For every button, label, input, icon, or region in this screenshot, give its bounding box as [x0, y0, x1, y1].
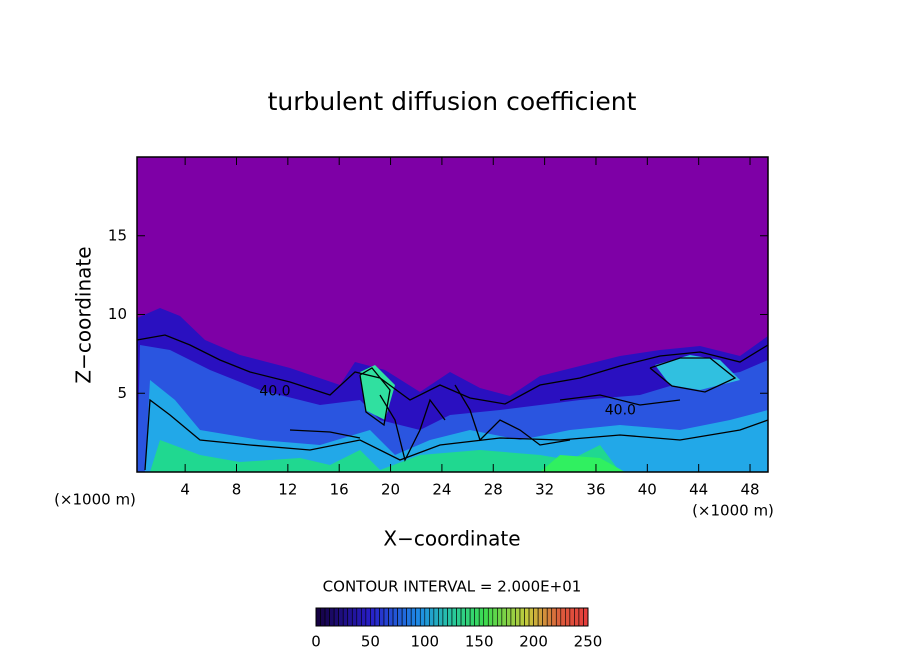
- contour-lines: [136, 334, 769, 471]
- x-tick-label: 24: [432, 481, 451, 499]
- x-unit-label: (×1000 m): [54, 491, 136, 509]
- y-tick-label: 10: [108, 305, 127, 323]
- colorbar-cell: [565, 607, 571, 627]
- colorbar-tick-label: 250: [574, 633, 603, 651]
- colorbar-cell: [379, 607, 385, 627]
- colorbar-cell: [315, 607, 321, 627]
- colorbar-cell: [320, 607, 326, 627]
- field-region: [150, 440, 620, 472]
- colorbar-cell: [433, 607, 439, 627]
- field-region: [655, 355, 740, 390]
- x-tick-label: 48: [740, 481, 759, 499]
- colorbar-tick-label: 100: [410, 633, 439, 651]
- colorbar-cell: [442, 607, 448, 627]
- colorbar-cell: [524, 607, 530, 627]
- colorbar-cell: [519, 607, 525, 627]
- colorbar-cell: [388, 607, 394, 627]
- colorbar-cell: [451, 607, 457, 627]
- x-unit-label: (×1000 m): [692, 502, 774, 520]
- colorbar-cell: [560, 607, 566, 627]
- y-tick-label: 5: [117, 384, 127, 402]
- colorbar-cell: [410, 607, 417, 627]
- colorbar-frame: [315, 607, 589, 627]
- field-region: [540, 455, 625, 472]
- colorbar-cell: [533, 607, 539, 627]
- colorbar-cell: [401, 607, 407, 627]
- colorbar-cell: [555, 607, 562, 627]
- colorbar-cell: [506, 607, 512, 627]
- contour-interval: CONTOUR INTERVAL = 2.000E+01: [323, 578, 582, 596]
- chart-title: turbulent diffusion coefficient: [268, 87, 637, 116]
- colorbar-cell: [392, 607, 398, 627]
- colorbar-cell: [365, 607, 371, 627]
- colorbar-cell: [419, 607, 426, 627]
- x-tick-label: 12: [278, 481, 297, 499]
- colorbar-cell: [474, 607, 480, 627]
- colorbar-cell: [510, 607, 516, 627]
- x-tick-label: 28: [484, 481, 503, 499]
- colorbar-cell: [542, 607, 548, 627]
- colorbar-cell: [447, 607, 453, 627]
- y-tick-label: 15: [108, 226, 127, 244]
- colorbar-cell: [397, 607, 403, 627]
- colorbar-cell: [361, 607, 367, 627]
- colorbar-cell: [551, 607, 557, 627]
- colorbar-cell: [465, 607, 471, 627]
- x-axis-label: X−coordinate: [383, 527, 520, 551]
- colorbar-cell: [460, 607, 466, 627]
- colorbar-cell: [578, 607, 584, 627]
- colorbar-cell: [528, 607, 534, 627]
- x-tick-label: 36: [586, 481, 605, 499]
- colorbar-cell: [438, 607, 444, 627]
- colorbar-cell: [338, 607, 344, 627]
- colorbar-cell: [492, 607, 498, 627]
- x-tick-label: 32: [535, 481, 554, 499]
- field: [136, 157, 769, 472]
- colorbar-cell: [487, 607, 494, 627]
- x-tick-label: 4: [180, 481, 190, 499]
- colorbar-tick-label: 50: [361, 633, 380, 651]
- contour-label: 40.0: [259, 384, 290, 400]
- colorbar-tick-label: 150: [465, 633, 494, 651]
- colorbar-cell: [429, 607, 435, 627]
- colorbar-cell: [347, 607, 353, 627]
- colorbar-cell: [574, 607, 580, 627]
- colorbar-cell: [374, 607, 380, 627]
- colorbar-cell: [329, 607, 335, 627]
- colorbar-cell: [478, 607, 485, 627]
- colorbar-cell: [370, 607, 376, 627]
- colorbar-cell: [342, 607, 349, 627]
- colorbar-cell: [456, 607, 462, 627]
- x-tick-label: 44: [689, 481, 708, 499]
- x-tick-label: 16: [330, 481, 349, 499]
- colorbar-cell: [356, 607, 362, 627]
- colorbar-tick-label: 200: [519, 633, 548, 651]
- colorbar-cell: [333, 607, 339, 627]
- colorbar-cell: [537, 607, 543, 627]
- colorbar-cell: [569, 607, 575, 627]
- colorbar-cell: [515, 607, 521, 627]
- colorbar-cell: [415, 607, 421, 627]
- y-axis-label: Z−coordinate: [72, 246, 96, 383]
- colorbar-cell: [583, 607, 589, 627]
- x-tick-label: 40: [638, 481, 657, 499]
- colorbar-cell: [546, 607, 553, 627]
- colorbar-cell: [469, 607, 475, 627]
- colorbar-tick-label: 0: [311, 633, 321, 651]
- colorbar-cell: [324, 607, 330, 627]
- colorbar-cell: [483, 607, 489, 627]
- colorbar-cell: [501, 607, 507, 627]
- x-tick-label: 20: [381, 481, 400, 499]
- x-tick-label: 8: [232, 481, 242, 499]
- colorbar-cell: [351, 607, 358, 627]
- colorbar-cell: [497, 607, 503, 627]
- colorbar-cell: [406, 607, 412, 627]
- contour-label: 40.0: [605, 403, 636, 419]
- colorbar-cell: [383, 607, 389, 627]
- colorbar-cell: [424, 607, 430, 627]
